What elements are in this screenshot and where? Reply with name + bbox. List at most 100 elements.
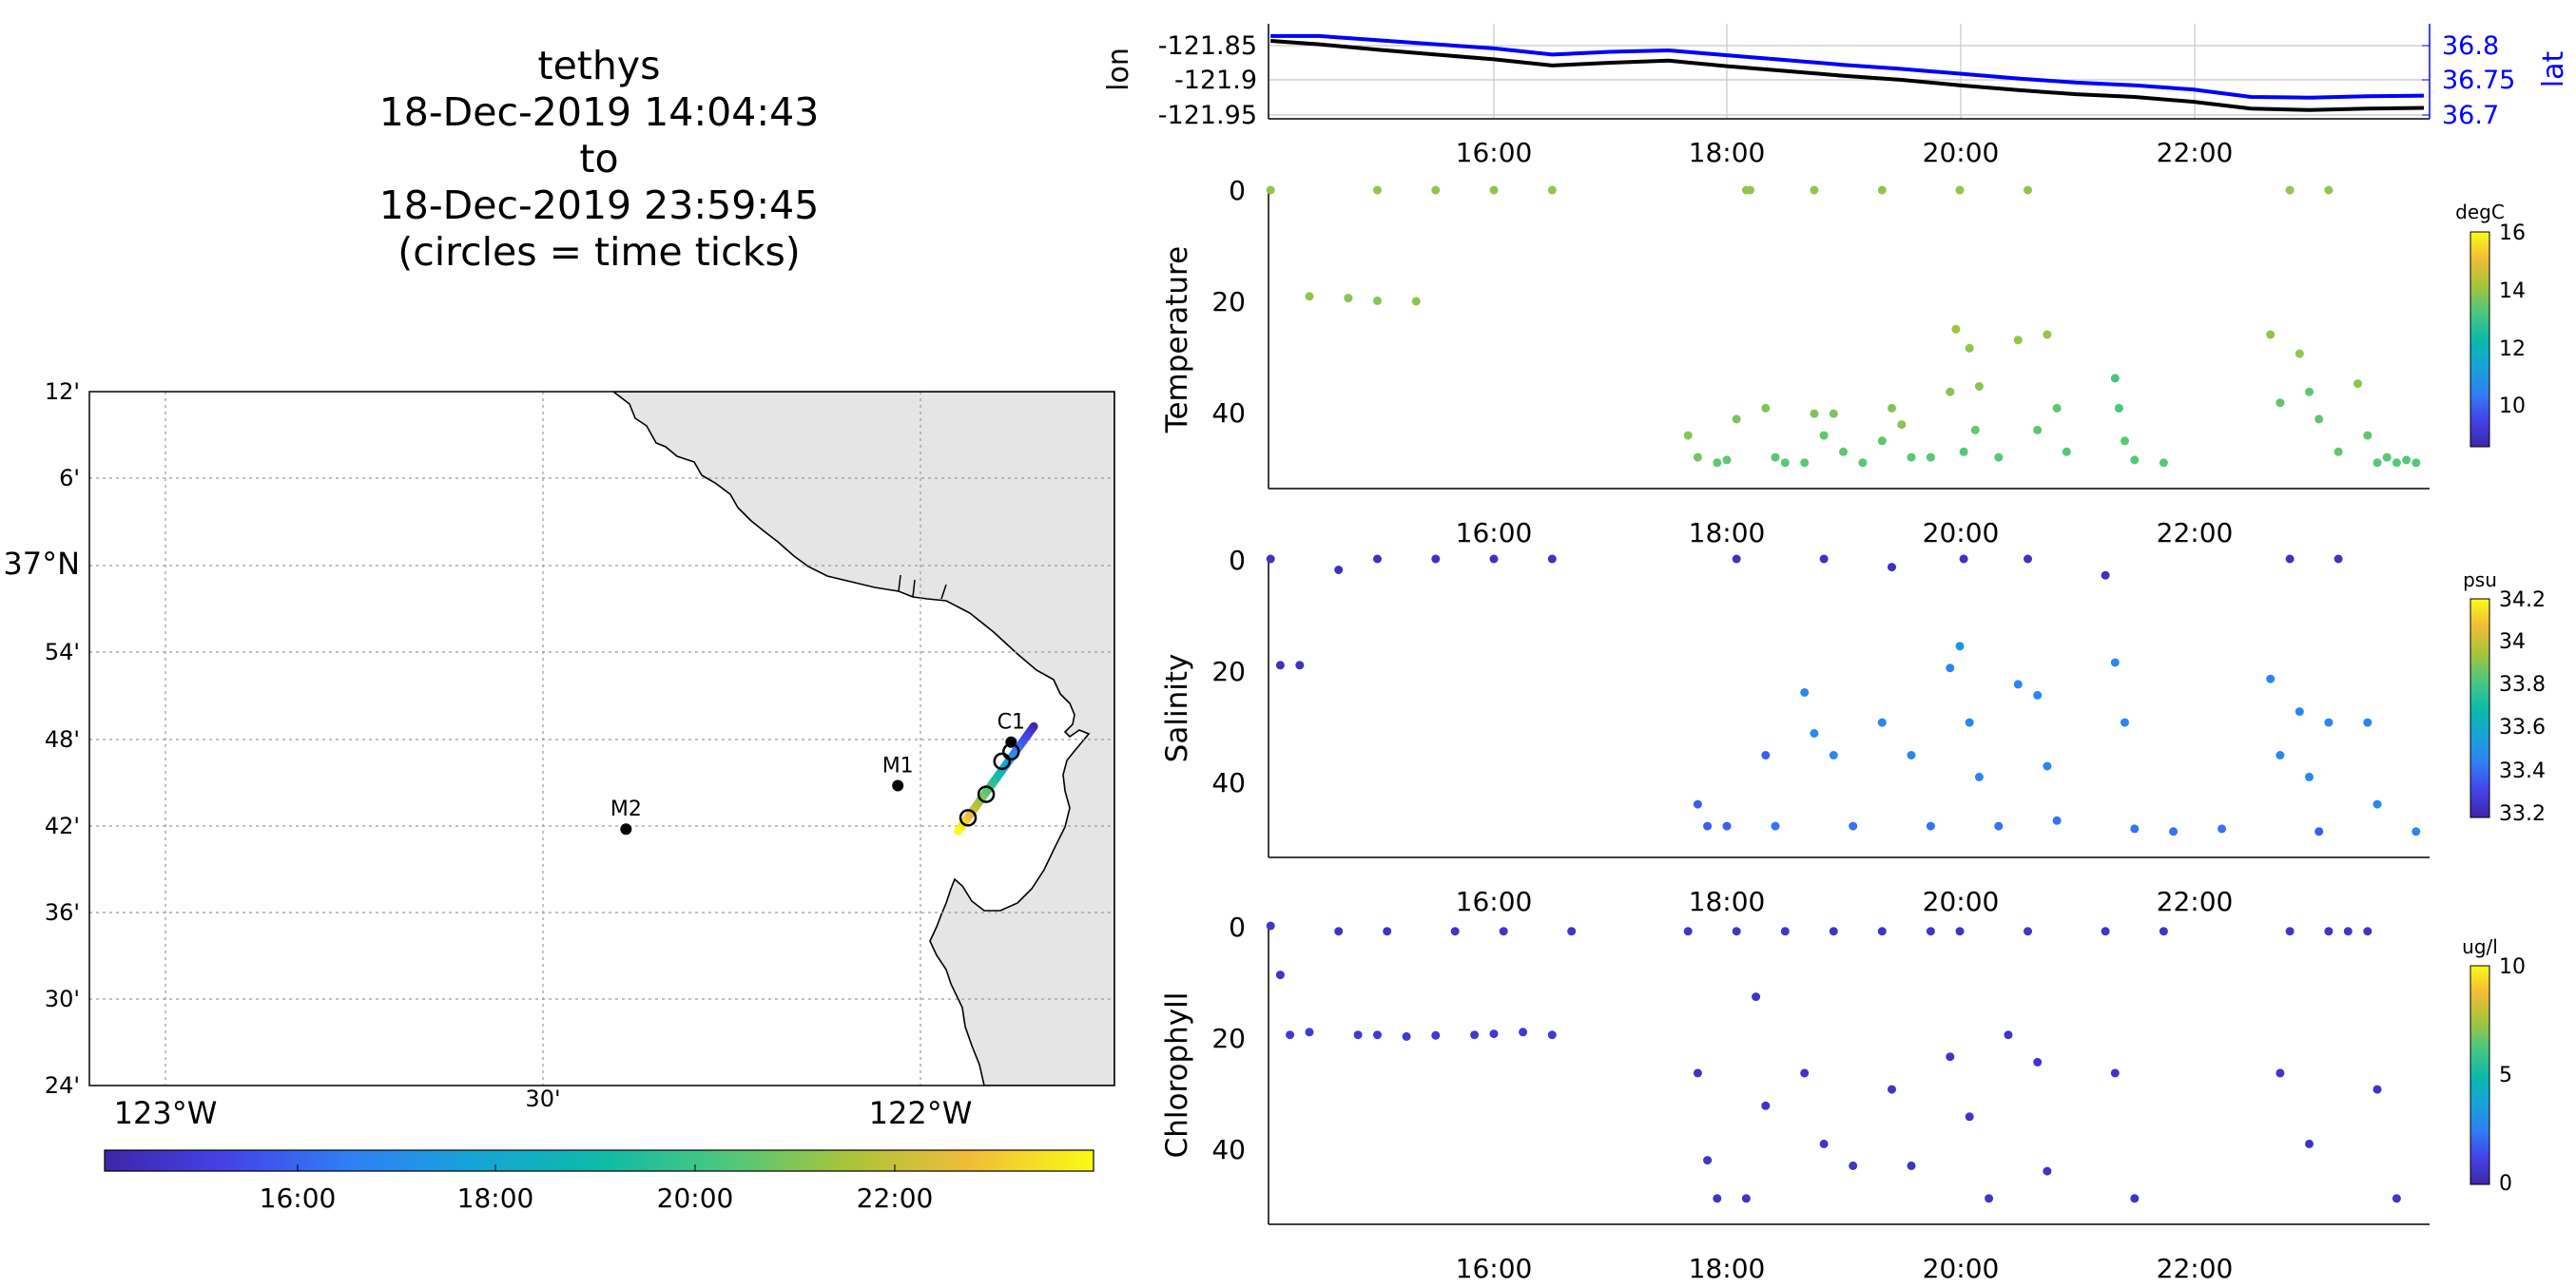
chlorophyll-point <box>2033 1057 2043 1067</box>
temperature-point <box>1489 185 1499 195</box>
chlorophyll-point <box>1752 992 1761 1002</box>
chlorophyll-point <box>1965 1112 1974 1122</box>
salinity-point <box>1819 554 1829 564</box>
chlorophyll-point <box>1499 927 1508 936</box>
chlorophyll-point <box>1383 927 1392 936</box>
map-grid <box>89 392 1114 1086</box>
x-tick: 20:00 <box>1923 137 2000 168</box>
temperature-point <box>2266 330 2276 339</box>
chlorophyll-point <box>1888 1085 1896 1094</box>
vehicle-track <box>954 721 1038 836</box>
temperature-colorbar-unit: degC <box>2455 201 2505 223</box>
temperature-point <box>1858 458 1868 468</box>
chlorophyll-points <box>1266 921 2401 1203</box>
temperature-point <box>1959 447 1968 456</box>
lon-tick: 123°W <box>114 1095 218 1131</box>
salinity-point <box>1703 821 1713 831</box>
salinity-colorbar-ticks: 34.2 34 33.8 33.6 33.4 33.2 <box>2499 588 2546 826</box>
y-tick: 40 <box>1211 397 1246 429</box>
chlorophyll-colorbar <box>2469 965 2490 1185</box>
chlorophyll-point <box>2285 927 2295 936</box>
y-tick: 40 <box>1211 767 1246 798</box>
colorbar-tick: 16 <box>2499 221 2526 245</box>
salinity-point <box>1965 718 1974 727</box>
lon-ticks: -121.85 -121.9 -121.95 <box>1158 31 1257 130</box>
chlorophyll-point <box>1373 1030 1382 1040</box>
temperature-point <box>1800 458 1810 468</box>
salinity-point <box>1955 642 1965 651</box>
chlorophyll-point <box>1877 927 1887 936</box>
position-x-ticks: 16:00 18:00 20:00 22:00 <box>1456 137 2234 168</box>
salinity-point <box>2276 751 2285 759</box>
lat-tick: 37°N <box>3 546 80 582</box>
salinity-point <box>1761 751 1771 759</box>
salinity-point <box>1810 729 1819 738</box>
chlorophyll-point <box>1693 1068 1702 1078</box>
vehicle-name: tethys <box>537 43 661 88</box>
temperature-point <box>1839 447 1848 456</box>
lat-tick: 36' <box>45 899 80 926</box>
temperature-point <box>1907 452 1916 462</box>
temperature-point <box>1888 403 1896 413</box>
temperature-point <box>2324 185 2334 195</box>
salinity-panel: 0 20 40 Salinity 16:00 18:00 20:00 22:00… <box>1160 545 2546 917</box>
station-c1-label: C1 <box>997 711 1025 735</box>
chlorophyll-point <box>1800 1068 1810 1078</box>
chlorophyll-point <box>1946 1052 1955 1062</box>
position-grid <box>1269 24 2430 119</box>
salinity-point <box>1334 566 1344 574</box>
time-tick-circle <box>1002 742 1020 761</box>
temperature-point <box>2062 447 2071 456</box>
temperature-point <box>1771 452 1780 462</box>
temperature-point <box>1974 382 1984 391</box>
temperature-point <box>2013 336 2023 345</box>
salinity-point <box>1275 661 1285 670</box>
temperature-point <box>2052 403 2062 413</box>
salinity-point <box>2334 554 2343 564</box>
temperature-point <box>2363 431 2373 440</box>
x-tick: 16:00 <box>1456 137 1533 168</box>
y-tick: 20 <box>1211 286 1246 317</box>
salinity-point <box>1907 751 1916 759</box>
temperature-point <box>2402 455 2411 465</box>
chlorophyll-y-ticks: 0 20 40 <box>1211 912 1246 1165</box>
lat-axis-tick: 36.75 <box>2442 66 2515 95</box>
chlorophyll-point <box>1489 1029 1499 1039</box>
salinity-point <box>2295 707 2304 717</box>
salinity-point <box>1800 688 1810 697</box>
chlorophyll-point <box>2373 1085 2382 1094</box>
chlorophyll-point <box>1305 1028 1314 1037</box>
chlorophyll-point <box>1431 1030 1441 1040</box>
salinity-point <box>2218 824 2227 834</box>
salinity-point <box>1373 554 1382 564</box>
temperature-point <box>1955 185 1965 195</box>
salinity-point <box>1693 799 1702 809</box>
temperature-point <box>1693 452 1702 462</box>
temperature-point <box>2114 403 2123 413</box>
salinity-point <box>2101 570 2110 580</box>
colorbar-tick: 0 <box>2499 1172 2512 1196</box>
time-colorbar-tick: 18:00 <box>457 1182 534 1214</box>
lon-tick: 122°W <box>869 1095 973 1131</box>
x-tick: 18:00 <box>1689 137 1766 168</box>
lon-axis-tick: -121.95 <box>1158 101 1257 130</box>
salinity-point <box>2033 690 2043 700</box>
title-note: (circles = time ticks) <box>397 229 801 275</box>
temperature-point <box>2276 398 2285 408</box>
chlorophyll-point <box>1450 927 1460 936</box>
colorbar-tick: 33.4 <box>2499 759 2546 783</box>
temperature-point <box>2121 436 2129 446</box>
map-lat-labels: 12' 6' 37°N 54' 48' 42' 36' 30' 24' <box>3 378 80 1099</box>
salinity-point <box>1266 554 1275 564</box>
temperature-point <box>2334 447 2343 456</box>
chlorophyll-point <box>2276 1068 2285 1078</box>
temperature-point <box>1732 414 1741 424</box>
salinity-point <box>2130 824 2140 834</box>
x-tick: 22:00 <box>2157 137 2234 168</box>
chlorophyll-point <box>1547 1030 1557 1040</box>
chlorophyll-point <box>2024 927 2032 936</box>
salinity-point <box>1431 554 1441 564</box>
temperature-point <box>1722 455 1732 465</box>
temperature-point <box>1994 452 2004 462</box>
temperature-point <box>1829 409 1838 418</box>
